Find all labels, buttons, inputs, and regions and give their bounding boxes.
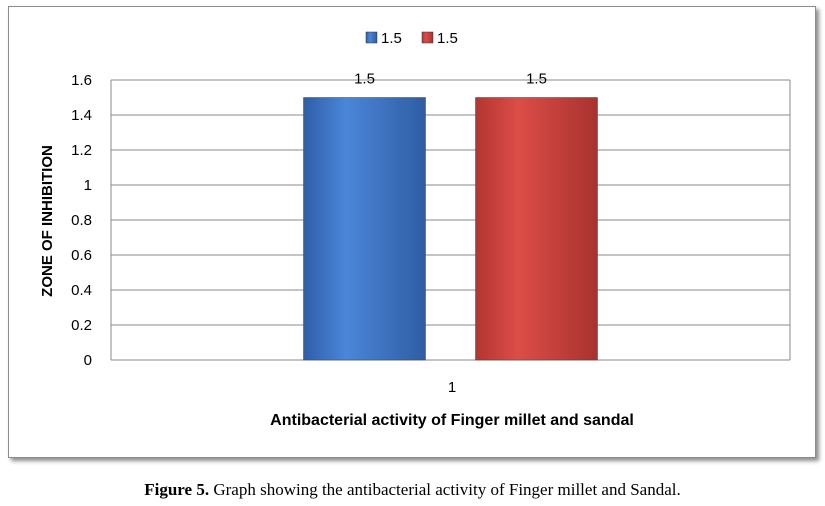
y-axis-label: ZONE OF INHIBITION bbox=[39, 145, 56, 297]
data-label: 1.5 bbox=[354, 71, 375, 88]
bar-red bbox=[475, 97, 598, 361]
y-tick-labels: 0 0.2 0.4 0.6 0.8 1 1.2 1.4 1.6 bbox=[71, 72, 92, 369]
figure-label: Figure 5. bbox=[144, 480, 210, 499]
y-tick-label: 1.4 bbox=[71, 107, 92, 124]
legend-swatch bbox=[365, 31, 378, 44]
bar-blue bbox=[303, 97, 426, 361]
data-label: 1.5 bbox=[526, 71, 547, 88]
bars bbox=[303, 97, 598, 361]
x-tick-label: 1 bbox=[448, 379, 456, 396]
y-tick-label: 1 bbox=[84, 177, 92, 194]
y-tick-label: 1.2 bbox=[71, 142, 92, 159]
figure-caption: Figure 5. Graph showing the antibacteria… bbox=[0, 480, 825, 500]
legend-label: 1.5 bbox=[381, 30, 402, 47]
y-tick-label: 0.8 bbox=[71, 212, 92, 229]
x-axis-label: Antibacterial activity of Finger millet … bbox=[270, 412, 634, 429]
y-tick-label: 0.6 bbox=[71, 247, 92, 264]
y-tick-label: 1.6 bbox=[71, 72, 92, 89]
y-tick-label: 0.2 bbox=[71, 317, 92, 334]
data-labels: 1.5 1.5 bbox=[354, 71, 547, 88]
legend-swatch bbox=[421, 31, 434, 44]
bar-chart: 00.20.40.60.811.21.41.6 1.5 1.5 1.5 1.5 1 … bbox=[39, 30, 791, 429]
legend: 1.5 1.5 bbox=[365, 30, 458, 47]
figure-caption-text: Graph showing the antibacterial activity… bbox=[209, 480, 681, 499]
gridlines bbox=[110, 79, 791, 361]
y-tick-label: 0.4 bbox=[71, 282, 92, 299]
legend-label: 1.5 bbox=[437, 30, 458, 47]
y-tick-label: 0 bbox=[84, 352, 92, 369]
